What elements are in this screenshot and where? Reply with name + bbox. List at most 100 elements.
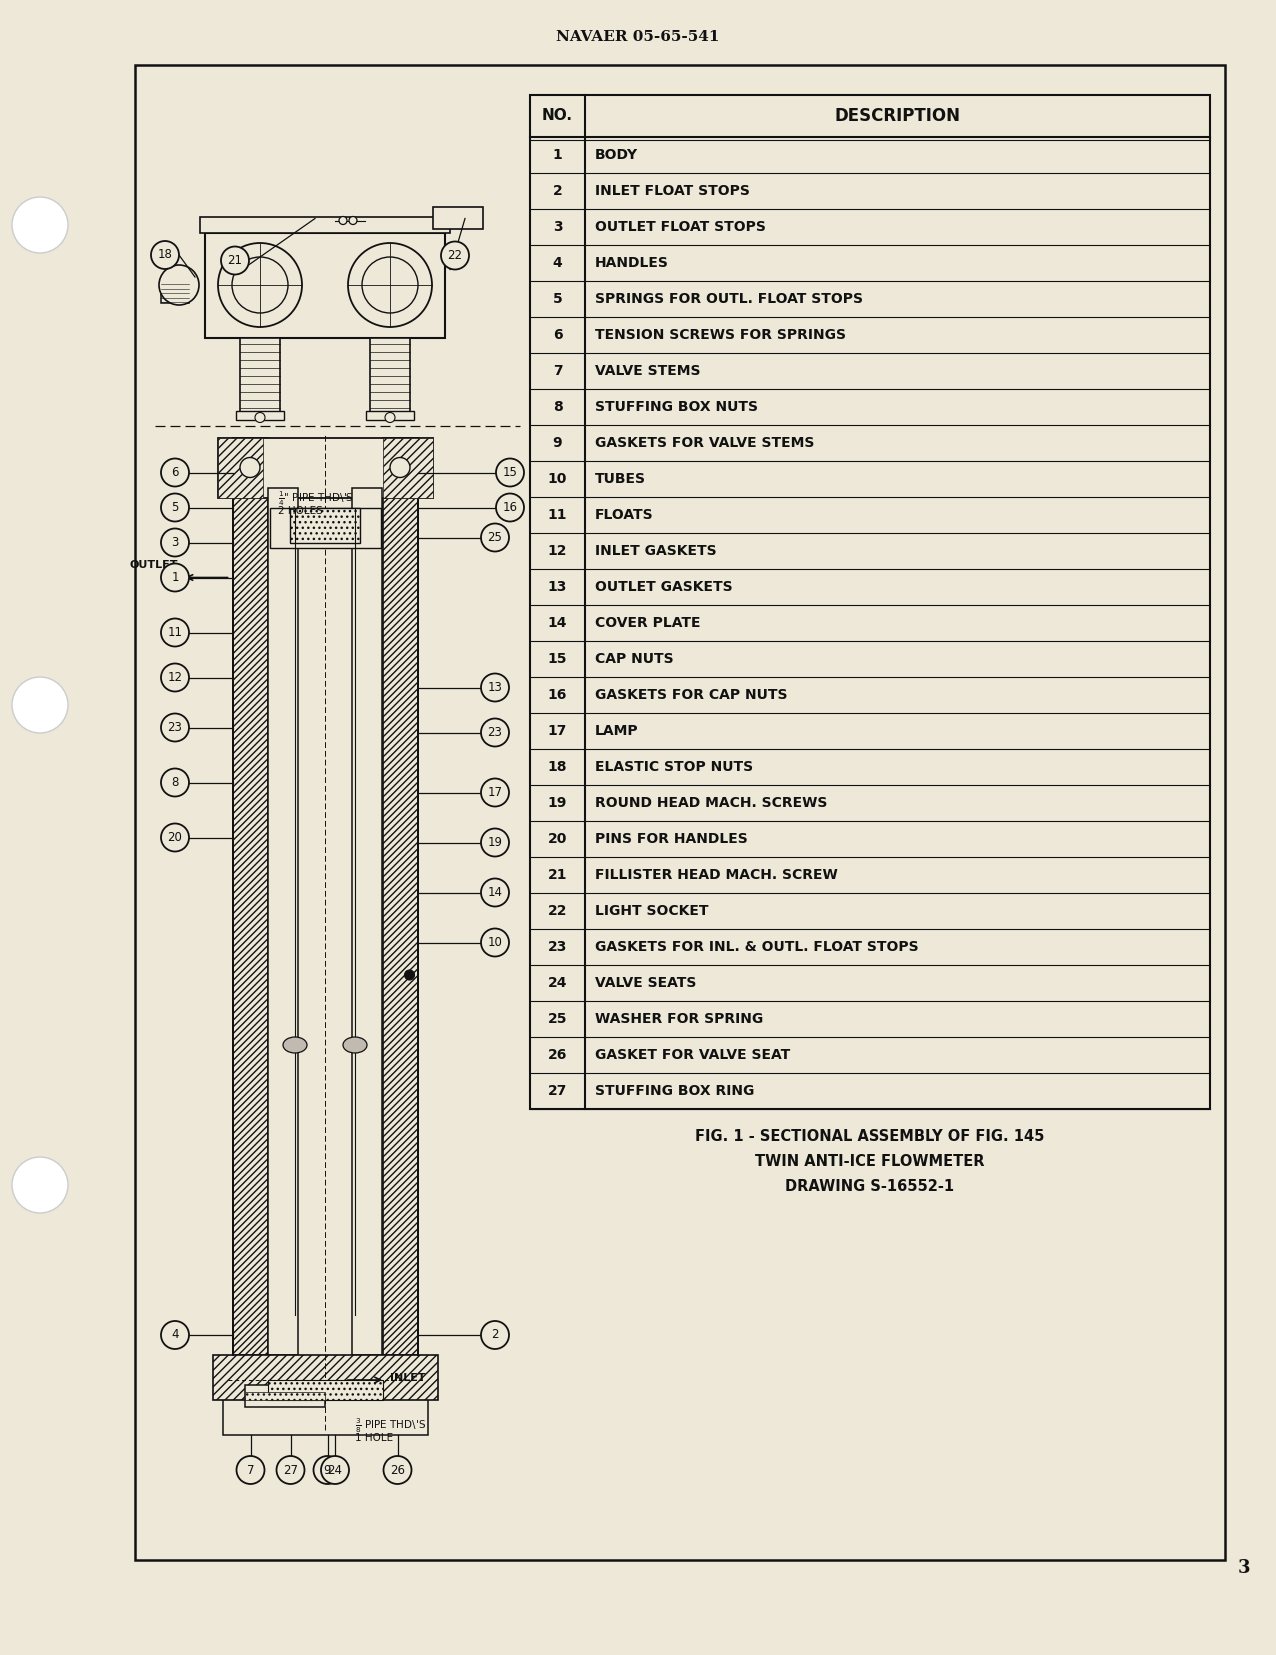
- Text: 6: 6: [171, 467, 179, 478]
- Text: 14: 14: [547, 616, 568, 631]
- Text: 18: 18: [547, 760, 568, 775]
- Text: 18: 18: [157, 248, 172, 261]
- Text: 21: 21: [547, 867, 568, 882]
- Text: 23: 23: [167, 722, 182, 735]
- Circle shape: [314, 1456, 342, 1485]
- Circle shape: [481, 879, 509, 907]
- Text: 24: 24: [547, 976, 568, 990]
- Text: 27: 27: [547, 1084, 568, 1097]
- Circle shape: [161, 458, 189, 487]
- Text: 16: 16: [503, 501, 518, 515]
- Bar: [268, 488, 299, 1355]
- Circle shape: [11, 677, 68, 733]
- Text: GASKETS FOR VALVE STEMS: GASKETS FOR VALVE STEMS: [595, 435, 814, 450]
- Circle shape: [161, 713, 189, 741]
- Text: 26: 26: [547, 1048, 568, 1063]
- Text: 19: 19: [547, 796, 568, 809]
- Bar: [433, 207, 484, 228]
- Text: 6: 6: [553, 328, 563, 343]
- Circle shape: [151, 242, 179, 270]
- Ellipse shape: [343, 1038, 367, 1053]
- Text: GASKET FOR VALVE SEAT: GASKET FOR VALVE SEAT: [595, 1048, 790, 1063]
- Circle shape: [161, 824, 189, 852]
- Text: 26: 26: [390, 1463, 404, 1476]
- Bar: [352, 488, 382, 1355]
- Bar: [370, 338, 410, 412]
- Text: $\frac{3}{8}$ PIPE THD\'S: $\frac{3}{8}$ PIPE THD\'S: [355, 1417, 426, 1435]
- Bar: [530, 94, 1210, 1109]
- Text: 5: 5: [553, 291, 563, 306]
- Circle shape: [277, 1456, 305, 1485]
- Text: 9: 9: [553, 435, 563, 450]
- Circle shape: [161, 768, 189, 796]
- Text: LAMP: LAMP: [595, 723, 638, 738]
- Circle shape: [404, 970, 415, 980]
- Bar: [200, 217, 450, 232]
- Circle shape: [481, 928, 509, 957]
- Bar: [240, 338, 279, 412]
- Text: OUTLET FLOAT STOPS: OUTLET FLOAT STOPS: [595, 220, 766, 233]
- Text: 8: 8: [553, 401, 563, 414]
- Circle shape: [240, 457, 260, 478]
- Bar: [135, 65, 1225, 1561]
- Bar: [268, 1380, 383, 1400]
- Bar: [205, 232, 445, 338]
- Text: VALVE STEMS: VALVE STEMS: [595, 364, 701, 377]
- Text: 4: 4: [171, 1329, 179, 1342]
- Text: TWIN ANTI-ICE FLOWMETER: TWIN ANTI-ICE FLOWMETER: [755, 1154, 985, 1168]
- Text: 12: 12: [167, 670, 182, 684]
- Text: DRAWING S-16552-1: DRAWING S-16552-1: [786, 1178, 954, 1193]
- Text: FILLISTER HEAD MACH. SCREW: FILLISTER HEAD MACH. SCREW: [595, 867, 838, 882]
- Circle shape: [161, 1321, 189, 1349]
- Circle shape: [496, 493, 524, 521]
- Circle shape: [11, 1157, 68, 1213]
- Text: ELASTIC STOP NUTS: ELASTIC STOP NUTS: [595, 760, 753, 775]
- Circle shape: [232, 257, 288, 313]
- Text: 25: 25: [487, 531, 503, 544]
- Text: 14: 14: [487, 885, 503, 899]
- Bar: [383, 437, 417, 1355]
- Text: 2: 2: [491, 1329, 499, 1342]
- Text: 1: 1: [171, 571, 179, 584]
- Bar: [290, 508, 360, 543]
- Circle shape: [496, 458, 524, 487]
- Circle shape: [390, 457, 410, 478]
- Bar: [383, 437, 433, 498]
- Circle shape: [441, 242, 470, 270]
- Text: 23: 23: [547, 940, 568, 953]
- Text: 3: 3: [1238, 1559, 1250, 1577]
- Circle shape: [348, 243, 433, 328]
- Text: 17: 17: [547, 723, 568, 738]
- Text: WASHER FOR SPRING: WASHER FOR SPRING: [595, 1011, 763, 1026]
- Bar: [232, 437, 268, 1355]
- Text: 11: 11: [547, 508, 568, 521]
- Text: LIGHT SOCKET: LIGHT SOCKET: [595, 904, 708, 919]
- Circle shape: [161, 493, 189, 521]
- Circle shape: [481, 718, 509, 746]
- Text: 21: 21: [227, 253, 242, 266]
- Text: 7: 7: [553, 364, 563, 377]
- Text: INLET: INLET: [390, 1374, 426, 1384]
- Circle shape: [481, 1321, 509, 1349]
- Text: 10: 10: [487, 937, 503, 948]
- Text: 2 HOLES: 2 HOLES: [277, 505, 323, 515]
- Text: STUFFING BOX NUTS: STUFFING BOX NUTS: [595, 401, 758, 414]
- Circle shape: [221, 247, 249, 275]
- Bar: [269, 508, 380, 548]
- Text: 17: 17: [487, 786, 503, 799]
- Text: 15: 15: [503, 467, 518, 478]
- Text: NAVAER 05-65-541: NAVAER 05-65-541: [556, 30, 720, 45]
- Circle shape: [481, 829, 509, 857]
- Bar: [245, 1392, 325, 1400]
- Text: 13: 13: [547, 579, 568, 594]
- Bar: [222, 1397, 427, 1435]
- Text: 19: 19: [487, 836, 503, 849]
- Circle shape: [350, 217, 357, 225]
- Circle shape: [362, 257, 419, 313]
- Text: 20: 20: [167, 831, 182, 844]
- Text: GASKETS FOR INL. & OUTL. FLOAT STOPS: GASKETS FOR INL. & OUTL. FLOAT STOPS: [595, 940, 919, 953]
- Bar: [213, 1355, 438, 1400]
- Text: 15: 15: [547, 652, 568, 665]
- Text: NO.: NO.: [542, 109, 573, 124]
- Text: 1: 1: [553, 147, 563, 162]
